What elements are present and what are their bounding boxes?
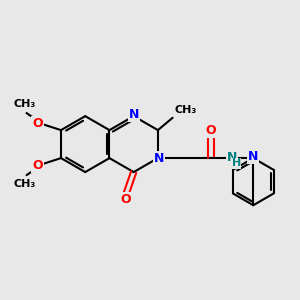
Text: H: H xyxy=(232,158,241,168)
Text: N: N xyxy=(154,152,165,165)
Text: CH₃: CH₃ xyxy=(14,179,36,189)
Text: O: O xyxy=(32,117,43,130)
Text: O: O xyxy=(32,159,43,172)
Text: N: N xyxy=(248,150,259,163)
Text: CH₃: CH₃ xyxy=(14,99,36,109)
Text: O: O xyxy=(206,124,216,137)
Text: N: N xyxy=(128,108,139,121)
Text: CH₃: CH₃ xyxy=(175,105,197,115)
Text: O: O xyxy=(120,193,131,206)
Text: N: N xyxy=(227,151,237,164)
